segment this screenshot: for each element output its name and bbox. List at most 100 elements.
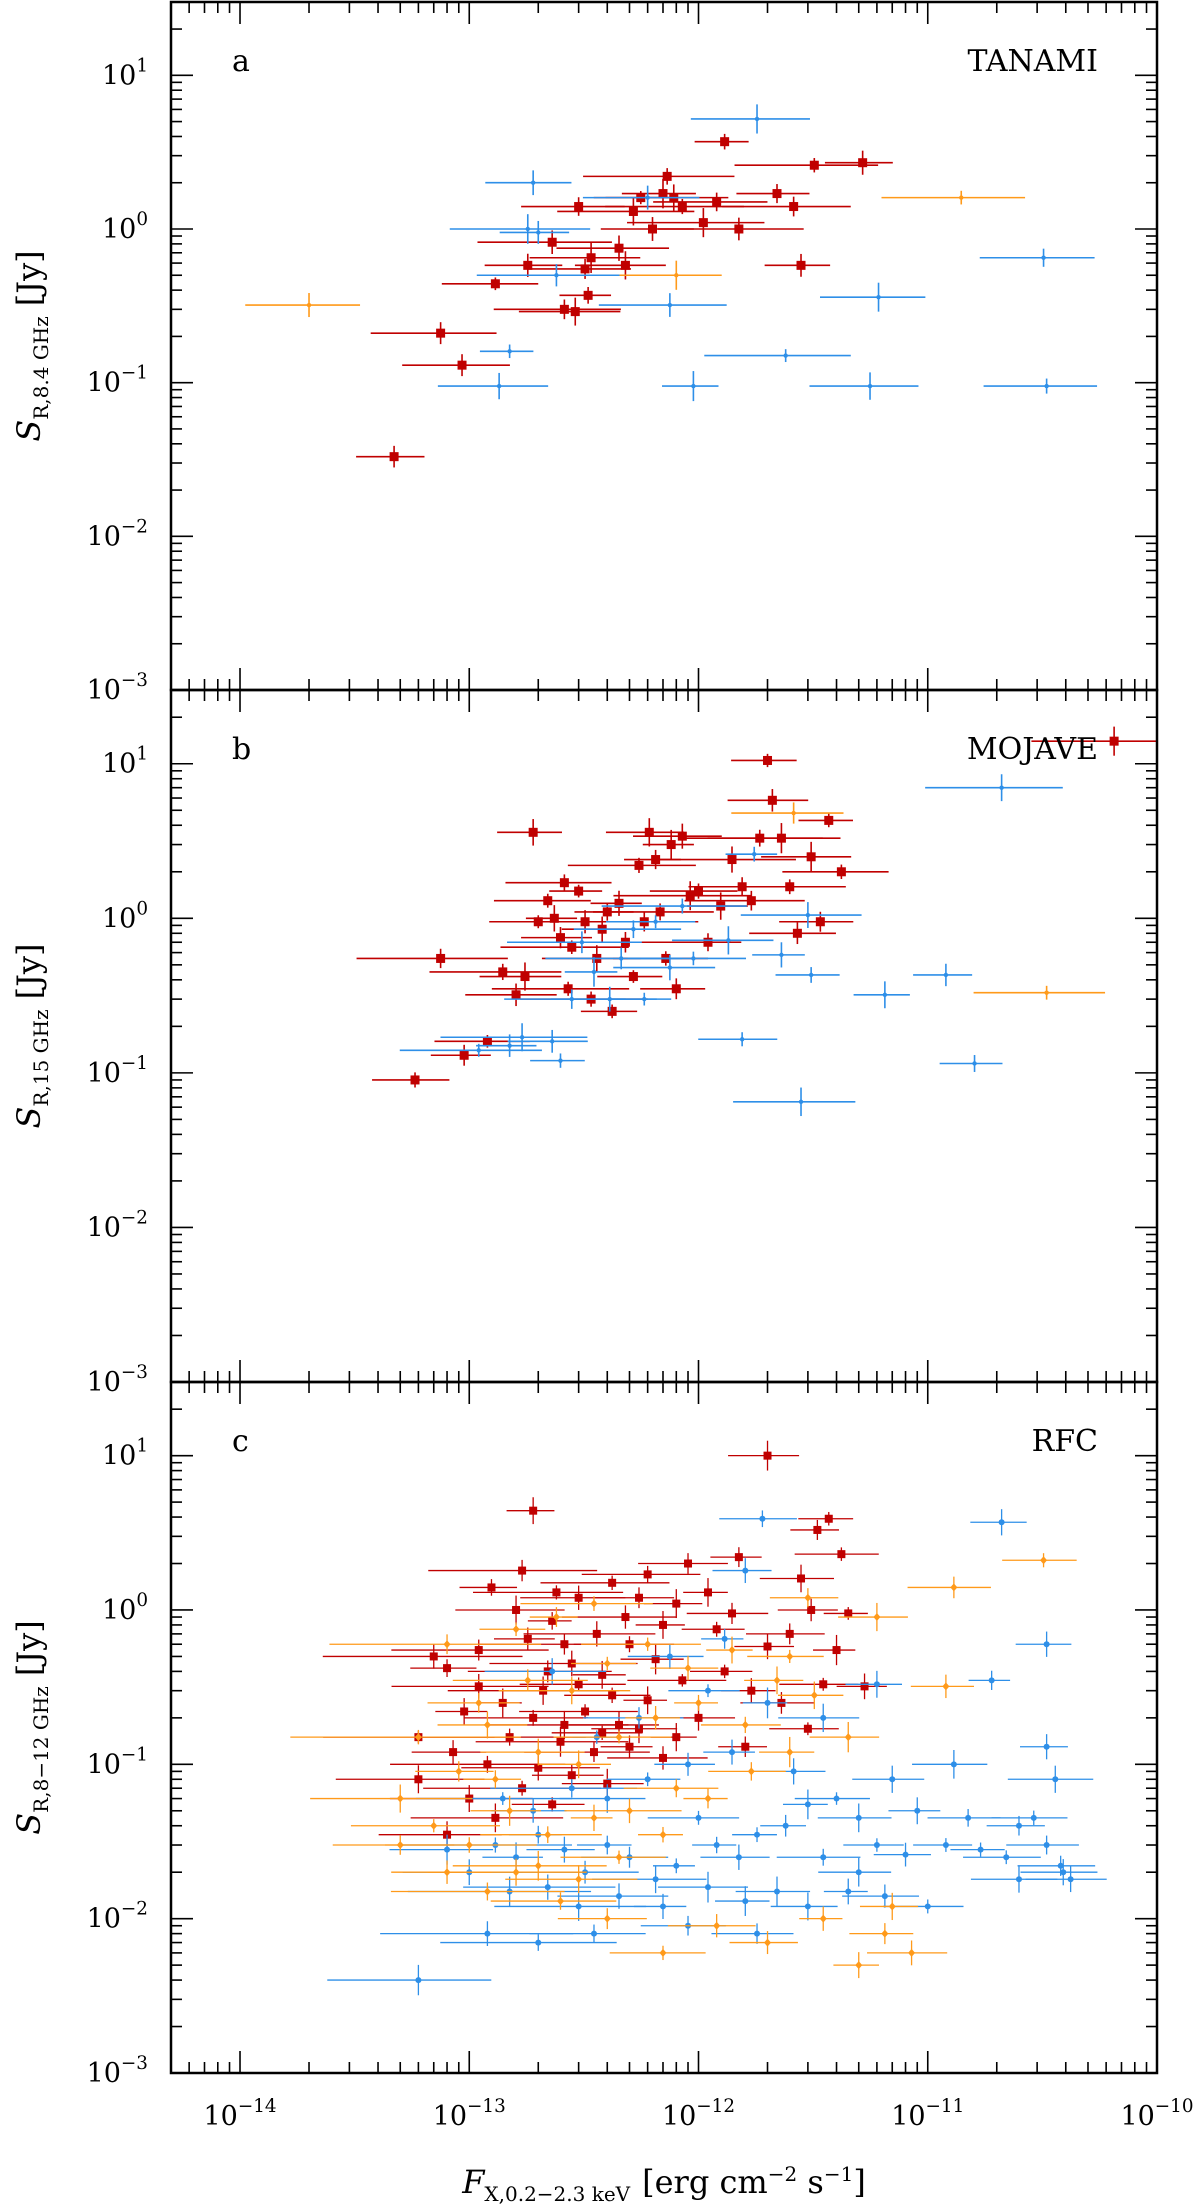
cross-marker <box>536 230 541 235</box>
square-marker <box>767 795 777 805</box>
dot-marker <box>616 1893 623 1900</box>
dot-marker <box>1067 1876 1074 1883</box>
square-marker <box>559 304 569 314</box>
square-marker <box>570 307 580 317</box>
data-point <box>684 890 805 911</box>
data-point <box>799 1906 843 1931</box>
y-tick-label: 101 <box>102 744 148 780</box>
diamond-marker <box>590 1813 598 1822</box>
data-point <box>627 1674 727 1687</box>
square-marker <box>474 1682 483 1691</box>
dot-marker <box>855 1869 862 1876</box>
data-point <box>499 220 570 244</box>
panel-a: 101 100 10−1 10−2 10−3 a TANAMI SR,8.4 GHz[Jy] <box>10 0 1159 706</box>
square-marker <box>836 867 846 877</box>
diamond-marker <box>786 1652 794 1661</box>
data-point <box>927 1809 1001 1827</box>
cross-marker <box>867 383 873 389</box>
cross-marker <box>999 785 1004 790</box>
y-tick-label: 100 <box>102 209 148 245</box>
data-point <box>711 1923 794 1944</box>
square-marker <box>747 1686 756 1695</box>
square-marker <box>672 1599 681 1608</box>
data-point <box>549 884 603 898</box>
diamond-marker <box>773 1676 781 1685</box>
square-marker <box>634 1724 643 1733</box>
dot-marker <box>764 1699 771 1706</box>
dot-marker <box>666 1653 673 1660</box>
square-marker <box>580 264 590 274</box>
diamond-marker <box>396 1841 404 1850</box>
data-point <box>441 277 539 291</box>
diamond-marker <box>659 1830 667 1839</box>
square-marker <box>703 1588 712 1597</box>
data-point <box>764 253 831 277</box>
panel-b: 101 100 10−1 10−2 10−3 b MOJAVE SR,15 GHz[Jy] <box>10 688 1159 1398</box>
data-point <box>505 1865 638 1894</box>
data-point <box>983 378 1098 394</box>
data-point <box>410 1803 564 1833</box>
data-point <box>464 1709 589 1726</box>
square-marker <box>677 831 687 841</box>
data-point <box>1002 1553 1077 1568</box>
data-point <box>657 217 804 241</box>
square-marker <box>772 189 782 199</box>
dot-marker <box>1057 1862 1064 1869</box>
square-marker <box>685 891 695 901</box>
data-point <box>479 962 562 991</box>
data-point <box>733 1087 856 1117</box>
data-point <box>476 1034 537 1057</box>
square-marker <box>844 1609 853 1618</box>
data-point <box>769 1722 839 1736</box>
square-marker <box>436 328 446 338</box>
diamond-marker <box>810 1691 818 1700</box>
panel-label: a <box>232 44 250 79</box>
data-point <box>683 1578 728 1607</box>
square-marker <box>837 1550 846 1559</box>
dot-marker <box>742 1898 749 1905</box>
square-marker <box>625 1742 634 1751</box>
square-marker <box>581 1707 590 1716</box>
square-marker <box>491 1813 500 1822</box>
data-point <box>719 879 846 895</box>
dot-marker <box>735 1854 742 1861</box>
square-marker <box>563 984 573 994</box>
data-point <box>484 253 563 277</box>
series-cross <box>731 802 1106 1000</box>
data-point <box>686 1602 769 1624</box>
dot-marker <box>804 1903 811 1910</box>
data-point <box>506 1497 555 1525</box>
panel-c: 101 100 10−1 10−2 10−3 c RFC SR,8−12 GHz[Jy] 10−… <box>10 1380 1194 2206</box>
panel-title: TANAMI <box>967 44 1098 79</box>
data-point <box>852 1765 925 1793</box>
diamond-marker <box>873 1613 881 1622</box>
data-point <box>715 1886 770 1916</box>
data-point <box>735 1876 811 1907</box>
square-marker <box>607 1006 617 1016</box>
cross-marker <box>519 1035 525 1040</box>
data-point <box>473 1585 624 1600</box>
data-point <box>437 372 549 400</box>
data-point <box>740 902 862 928</box>
data-point <box>523 1621 656 1647</box>
dot-marker <box>561 1846 568 1853</box>
diamond-marker <box>455 1767 463 1776</box>
y-tick-label: 10−2 <box>87 1207 148 1243</box>
data-point <box>623 1686 668 1715</box>
data-point <box>779 1677 859 1691</box>
data-point <box>591 1714 678 1744</box>
data-point <box>560 1850 666 1864</box>
dot-marker <box>644 1776 651 1783</box>
dot-marker <box>902 1851 909 1858</box>
data-point <box>389 1834 494 1865</box>
y-tick-label: 10−1 <box>87 1744 148 1780</box>
square-marker <box>598 1670 607 1679</box>
dot-marker <box>988 1677 995 1684</box>
square-marker <box>746 896 756 906</box>
x-tick-label: 10−11 <box>891 2096 964 2132</box>
square-marker <box>529 1506 538 1515</box>
square-marker <box>436 953 446 963</box>
square-marker <box>548 1800 557 1809</box>
data-point <box>327 1964 492 1996</box>
data-point <box>452 1850 607 1881</box>
